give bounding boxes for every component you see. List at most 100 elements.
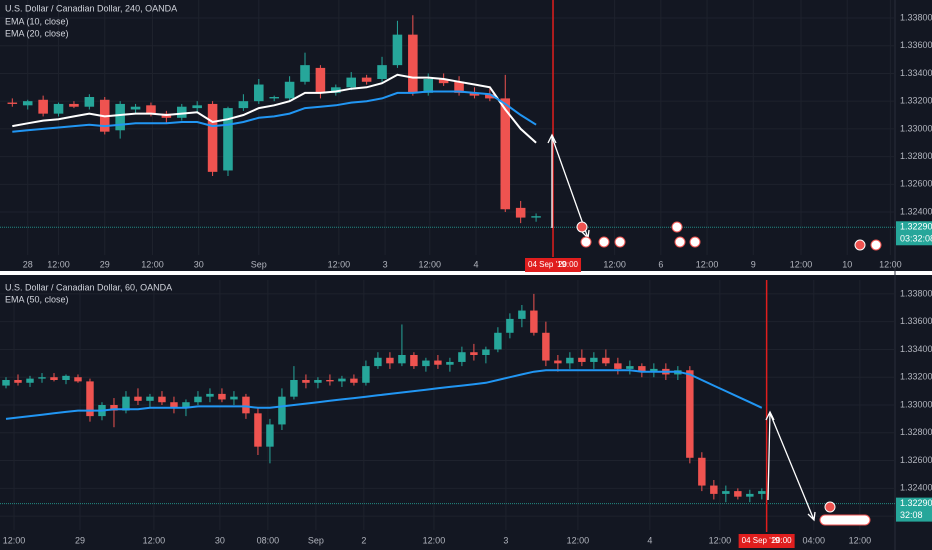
candle-body <box>38 99 48 114</box>
x-tick-label: 12:00 <box>709 535 732 545</box>
candle-body <box>458 352 466 362</box>
x-tick-label: 12:00 <box>603 259 626 269</box>
time-marker-time: 20:00 <box>558 260 579 269</box>
current-price-badge <box>896 497 932 522</box>
y-tick-label: 1.33600 <box>900 316 932 326</box>
y-tick-label: 1.33400 <box>900 68 932 78</box>
candle-body <box>515 207 526 218</box>
candle-body <box>230 396 238 400</box>
candle-body <box>269 97 279 99</box>
countdown-label: 03:32:08 <box>900 234 932 244</box>
x-tick-label: 12:00 <box>419 259 442 269</box>
candle-body <box>315 67 326 93</box>
candle-body <box>485 94 495 99</box>
candle-body <box>758 491 766 494</box>
candle-body <box>194 396 202 403</box>
candle-body <box>2 380 10 386</box>
indicator-legend: EMA (10, close) <box>5 16 69 26</box>
x-tick-label: 12:00 <box>328 259 351 269</box>
y-tick-label: 1.33200 <box>900 96 932 106</box>
candle-body <box>146 105 156 114</box>
candle-body <box>518 310 526 319</box>
time-marker-time: 20:00 <box>772 536 793 545</box>
event-icon <box>576 221 588 233</box>
x-tick-label: 4 <box>473 259 478 269</box>
x-tick-label: 12:00 <box>143 535 166 545</box>
candle-body <box>74 377 82 382</box>
candle-body <box>338 378 346 382</box>
y-tick-label: 1.33600 <box>900 40 932 50</box>
time-marker-badge <box>738 534 795 548</box>
candle-body <box>362 366 370 383</box>
x-tick-label: 3 <box>503 535 508 545</box>
y-tick-label: 1.33800 <box>900 12 932 22</box>
current-price-label: 1.32290 <box>900 498 932 508</box>
candle-body <box>470 352 478 355</box>
candle-body <box>86 381 94 417</box>
x-tick-label: 08:00 <box>257 535 280 545</box>
event-icon <box>580 236 592 248</box>
current-price-label: 1.32290 <box>900 222 932 232</box>
candle-body <box>350 378 358 383</box>
candle-body <box>326 380 334 382</box>
y-tick-label: 1.32600 <box>900 179 932 189</box>
candle-body <box>408 34 418 93</box>
y-tick-label: 1.33400 <box>900 344 932 354</box>
candle-body <box>578 357 586 362</box>
candle-body <box>566 357 574 364</box>
candle-body <box>686 370 694 458</box>
candle-body <box>38 377 46 379</box>
candle-body <box>500 98 511 210</box>
candle-body <box>206 393 214 397</box>
x-tick-label: 30 <box>194 259 204 269</box>
y-tick-label: 1.32400 <box>900 206 932 216</box>
candle-body <box>746 493 754 497</box>
projection-arrows <box>547 133 816 522</box>
event-icon <box>598 236 610 248</box>
candle-body <box>602 357 610 364</box>
x-tick-label: 12:00 <box>423 535 446 545</box>
event-icon <box>854 239 866 251</box>
candle-body <box>192 105 202 109</box>
x-tick-label: 12:00 <box>879 259 902 269</box>
candle-body <box>238 101 249 109</box>
candle-body <box>626 366 634 369</box>
candle-body <box>300 65 310 82</box>
event-icon <box>671 221 683 233</box>
candle-body <box>438 78 449 84</box>
candle-body <box>110 405 118 411</box>
chart-title: U.S. Dollar / Canadian Dollar, 60, OANDA <box>5 282 172 292</box>
candle-body <box>710 485 718 494</box>
candle-body <box>207 103 218 172</box>
candle-body <box>14 380 22 383</box>
candle-body <box>734 491 742 497</box>
candle-body <box>614 363 622 369</box>
event-icon <box>614 236 626 248</box>
candle-body <box>398 355 406 364</box>
event-icons <box>576 221 882 526</box>
candle-body <box>26 378 34 383</box>
x-tick-label: 29 <box>75 535 85 545</box>
time-marker-badge <box>525 258 582 272</box>
candle-body <box>69 103 79 107</box>
candle-body <box>446 361 454 365</box>
current-price-badge <box>896 221 932 246</box>
x-tick-label: 12:00 <box>790 259 813 269</box>
x-tick-label: 6 <box>658 259 663 269</box>
arrow-up <box>765 410 775 501</box>
candle-body <box>115 103 125 131</box>
indicator-line <box>12 73 537 144</box>
y-tick-label: 1.32800 <box>900 427 932 437</box>
candle-body <box>53 103 64 114</box>
y-tick-label: 1.33800 <box>900 288 932 298</box>
candle-body <box>278 396 286 425</box>
candle-body <box>284 81 295 99</box>
event-icon <box>689 236 701 248</box>
x-tick-label: 4 <box>647 535 652 545</box>
x-tick-label: 12:00 <box>849 535 872 545</box>
candle-body <box>434 360 442 365</box>
candle-body <box>314 380 322 383</box>
x-tick-label: 12:00 <box>567 535 590 545</box>
indicator-legend: EMA (50, close) <box>5 294 69 304</box>
